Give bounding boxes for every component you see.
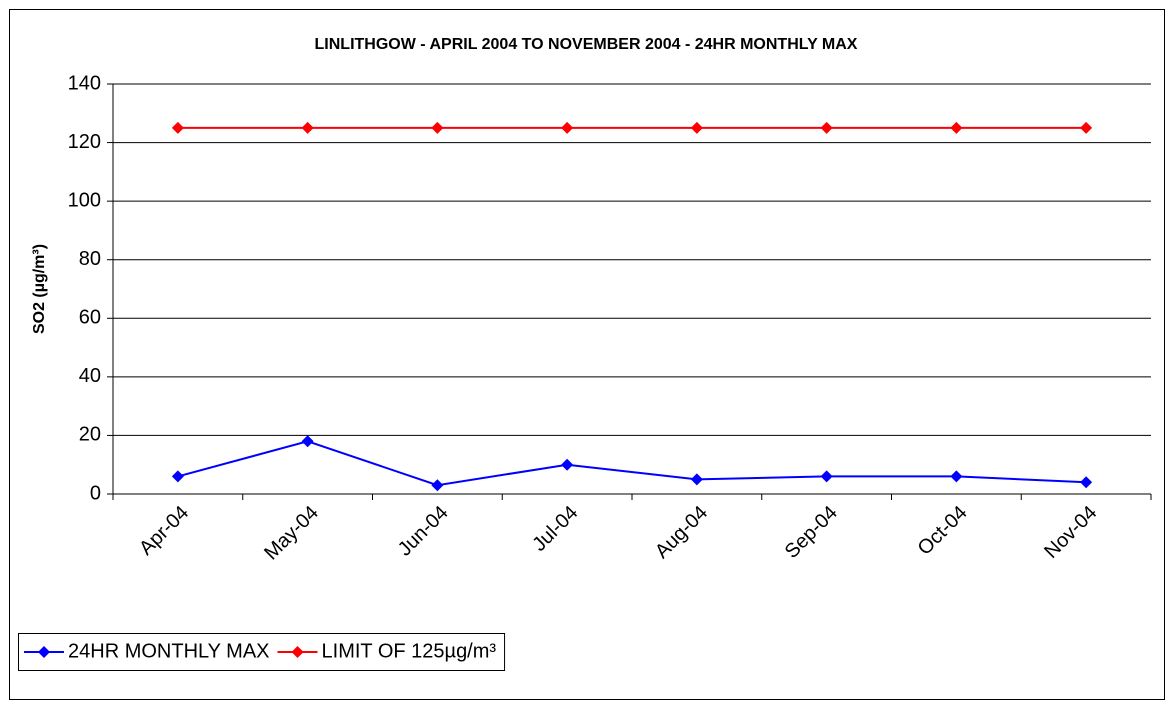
- legend-label: 24HR MONTHLY MAX: [68, 640, 270, 662]
- point-marker: [820, 470, 833, 483]
- y-tick-label: 100: [68, 189, 101, 211]
- point-marker: [171, 470, 184, 483]
- chart-frame: [9, 9, 1165, 700]
- legend-label: LIMIT OF 125µg/m³: [322, 640, 497, 662]
- point-marker: [301, 435, 314, 448]
- point-marker: [171, 121, 184, 134]
- point-marker: [950, 121, 963, 134]
- legend-marker: [38, 646, 50, 658]
- point-marker: [690, 121, 703, 134]
- y-tick-label: 20: [79, 424, 101, 446]
- y-tick-label: 0: [90, 482, 101, 504]
- point-marker: [561, 458, 574, 471]
- legend-marker: [291, 646, 304, 658]
- chart-title: LINLITHGOW - APRIL 2004 TO NOVEMBER 2004…: [315, 36, 858, 53]
- y-tick-label: 40: [79, 365, 101, 387]
- point-marker: [820, 121, 833, 134]
- legend-box: [18, 633, 506, 671]
- point-marker: [1080, 121, 1093, 134]
- point-marker: [690, 473, 703, 486]
- series-line: [177, 440, 1087, 487]
- y-axis-label: SO2 (µg/m³): [31, 244, 48, 334]
- y-tick-label: 120: [68, 131, 101, 153]
- point-marker: [431, 479, 444, 492]
- point-marker: [431, 121, 444, 134]
- point-marker: [950, 470, 963, 483]
- point-marker: [561, 121, 574, 134]
- y-tick-label: 80: [79, 248, 101, 270]
- point-marker: [1080, 476, 1093, 489]
- y-tick-label: 140: [68, 72, 101, 94]
- point-marker: [301, 121, 314, 134]
- y-tick-label: 60: [79, 307, 101, 329]
